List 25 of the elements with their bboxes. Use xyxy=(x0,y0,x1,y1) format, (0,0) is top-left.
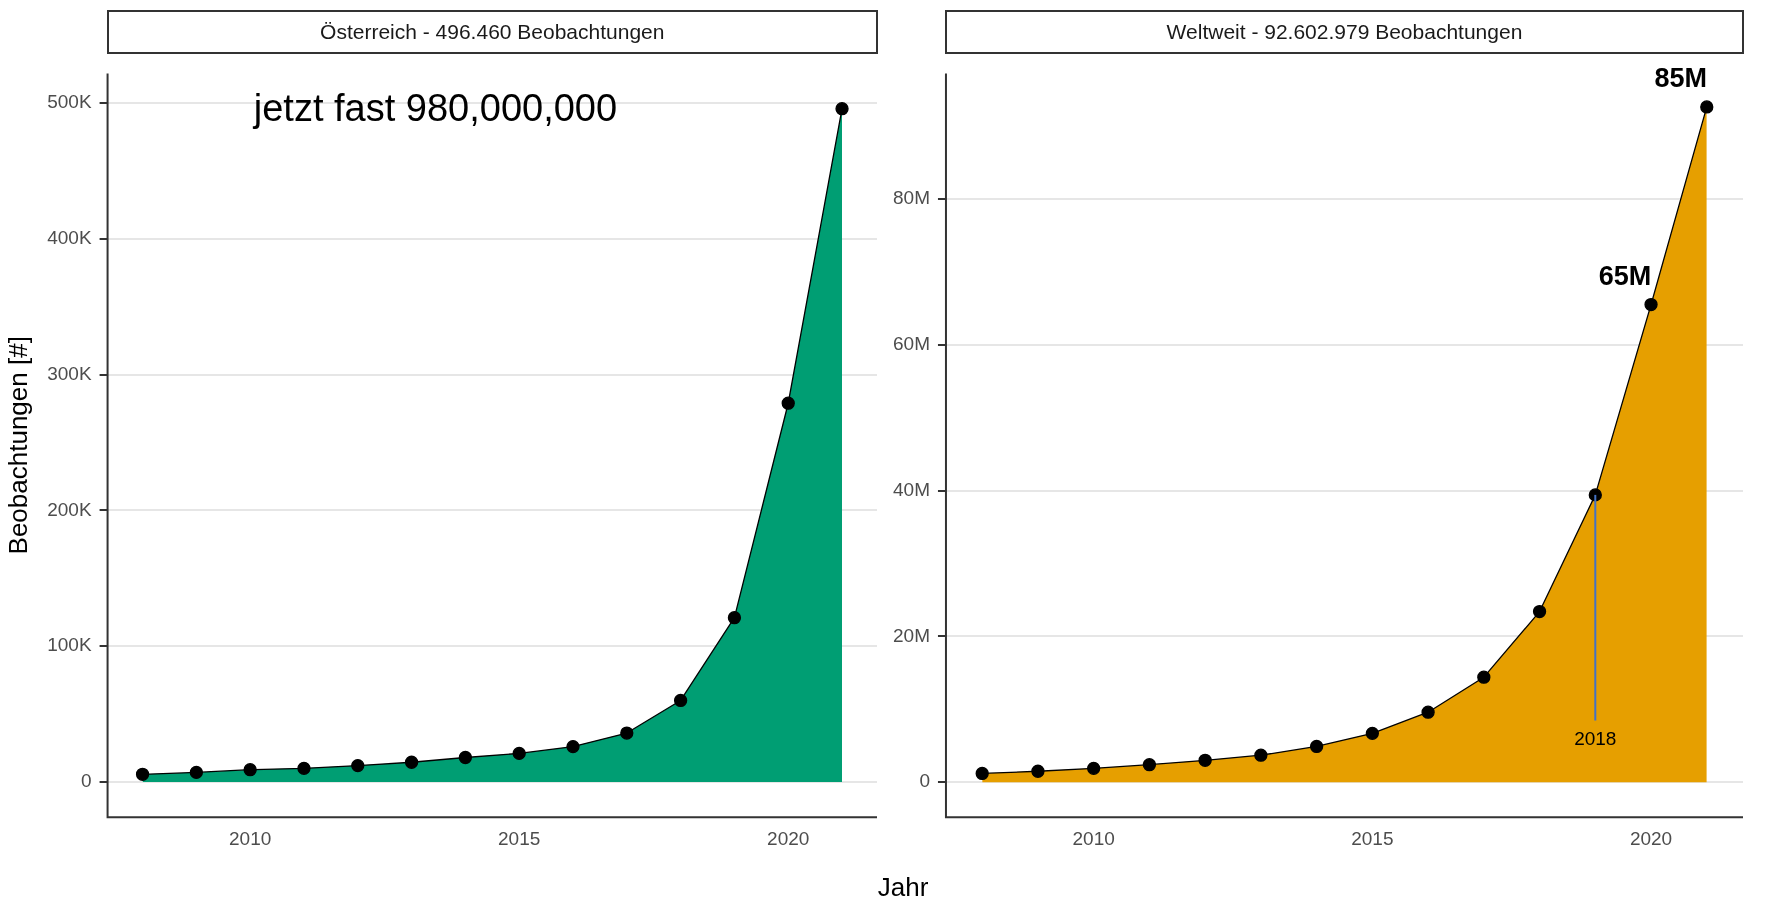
chart-title: Österreich - 496.460 Beobachtungen xyxy=(106,10,878,54)
y-tick-label: 500K xyxy=(47,91,92,113)
y-tick-label: 100K xyxy=(47,634,92,656)
annotation: 2018 xyxy=(1574,728,1617,750)
y-tick-label: 40M xyxy=(892,478,930,500)
x-tick-label: 2010 xyxy=(229,827,272,849)
y-tick-label: 0 xyxy=(81,770,92,792)
y-tick-label: 20M xyxy=(892,624,930,646)
y-tick-label: 0 xyxy=(919,770,930,792)
chart-title: Weltweit - 92.602.979 Beobachtungen xyxy=(944,10,1744,54)
annotation: jetzt fast 980,000,000 xyxy=(252,86,618,129)
y-tick-label: 400K xyxy=(47,227,92,249)
annotation: 65M xyxy=(1598,260,1652,291)
x-tick-label: 2015 xyxy=(1351,827,1394,849)
y-tick-label: 300K xyxy=(47,362,92,384)
y-tick-label: 200K xyxy=(47,498,92,520)
annotation: 85M xyxy=(1654,62,1708,93)
x-axis-title: Jahr xyxy=(877,872,929,903)
x-tick-label: 2015 xyxy=(498,827,541,849)
x-tick-label: 2020 xyxy=(1629,827,1673,849)
y-tick-label: 60M xyxy=(892,332,930,354)
x-tick-label: 2020 xyxy=(767,827,810,849)
x-tick-label: 2010 xyxy=(1072,827,1115,849)
y-tick-label: 80M xyxy=(892,187,930,209)
y-axis-title: Beobachtungen [#] xyxy=(2,336,33,555)
